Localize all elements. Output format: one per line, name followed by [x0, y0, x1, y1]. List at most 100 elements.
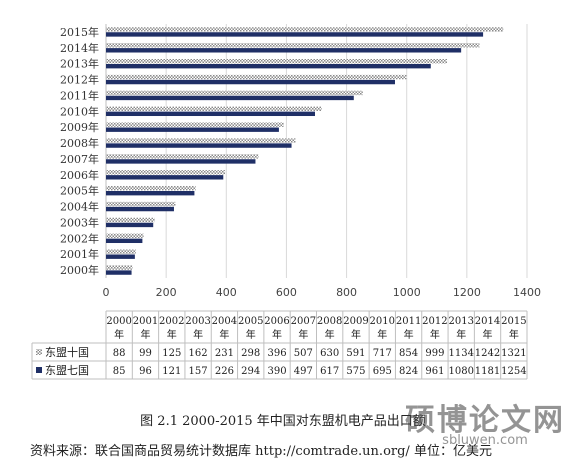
x-tick-label: 800: [336, 286, 357, 299]
x-tick-label: 1000: [393, 286, 421, 299]
table-cell: 1242: [475, 348, 500, 359]
category-label: 2010年: [60, 104, 99, 118]
table-cell: 88: [113, 348, 126, 359]
table-header-unit: 年: [404, 328, 414, 341]
table-header-year: 2007: [291, 316, 316, 327]
table-cell: 854: [399, 348, 418, 359]
watermark-text: 硕博论文网: [405, 403, 565, 438]
bar-东盟十国: [106, 154, 259, 159]
x-tick-label: 1400: [513, 286, 541, 299]
table-cell: 96: [139, 366, 152, 377]
table-header-unit: 年: [509, 328, 519, 341]
data-table: 2000年2001年2002年2003年2004年2005年2006年2007年…: [31, 310, 528, 380]
table-cell: 824: [399, 366, 418, 377]
bar-东盟十国: [106, 122, 284, 127]
table-cell: 396: [267, 348, 286, 359]
table-header-year: 2002: [159, 316, 184, 327]
table-cell: 591: [346, 348, 365, 359]
table-cell: 85: [113, 366, 126, 377]
table-header-unit: 年: [298, 328, 308, 341]
bar-东盟十国: [106, 90, 363, 96]
table-cell: 99: [139, 348, 152, 359]
table-header-year: 2004: [212, 316, 237, 327]
table-cell: 1321: [501, 348, 526, 359]
table-cell: 961: [425, 366, 444, 377]
table-header-unit: 年: [219, 328, 229, 341]
x-tick-label: 0: [103, 286, 110, 299]
table-header-year: 2001: [133, 316, 158, 327]
x-tick-label: 600: [276, 286, 297, 299]
table-cell: 226: [215, 366, 234, 377]
table-header-unit: 年: [325, 328, 335, 341]
legend-swatch: [36, 349, 42, 355]
table-header-unit: 年: [246, 328, 256, 341]
category-label: 2003年: [60, 215, 99, 229]
legend-label: 东盟十国: [45, 345, 89, 359]
table-header-unit: 年: [140, 328, 150, 341]
x-tick-label: 400: [216, 286, 237, 299]
table-header-unit: 年: [456, 328, 466, 341]
table-cell: 1254: [501, 366, 526, 377]
category-label: 2002年: [60, 231, 99, 245]
table-cell: 575: [346, 366, 365, 377]
table-cell: 999: [425, 348, 444, 359]
bar-东盟七国: [106, 159, 256, 164]
bar-东盟七国: [106, 270, 132, 275]
table-cell: 630: [320, 348, 339, 359]
bar-东盟七国: [106, 254, 135, 259]
table-cell: 298: [241, 348, 260, 359]
table-cell: 121: [162, 366, 181, 377]
table-header-year: 2000: [106, 316, 131, 327]
bar-chart: 2000年2001年2002年2003年2004年2005年2006年2007年…: [31, 24, 542, 380]
source-note: 资料来源：联合国商品贸易统计数据库 http://comtrade.un.org…: [30, 444, 492, 459]
table-cell: 294: [241, 366, 260, 377]
bar-东盟十国: [106, 265, 133, 270]
table-cell: 125: [162, 348, 181, 359]
table-cell: 390: [267, 366, 286, 377]
category-label: 2011年: [60, 88, 99, 102]
bar-东盟七国: [106, 222, 154, 228]
category-label: 2004年: [60, 200, 99, 214]
table-cell: 1080: [448, 366, 473, 377]
bar-东盟七国: [106, 175, 224, 180]
bar-东盟七国: [106, 190, 195, 196]
category-label: 2005年: [60, 184, 99, 198]
table-header-year: 2010: [370, 316, 395, 327]
bar-东盟十国: [106, 58, 448, 64]
category-label: 2013年: [60, 57, 99, 71]
table-header-year: 2003: [185, 316, 210, 327]
table-cell: 497: [294, 366, 313, 377]
bar-东盟七国: [106, 143, 292, 148]
bar-东盟十国: [106, 201, 176, 207]
table-header-year: 2008: [317, 316, 342, 327]
x-tick-label: 1200: [453, 286, 481, 299]
table-header-year: 2011: [396, 316, 421, 327]
watermark-url: sbluwen.com: [442, 433, 528, 448]
table-header-unit: 年: [114, 328, 124, 341]
table-cell: 717: [373, 348, 392, 359]
table-header-year: 2012: [422, 316, 447, 327]
table-cell: 1181: [475, 366, 500, 377]
table-header-year: 2014: [475, 316, 500, 327]
category-label: 2001年: [60, 247, 99, 261]
bar-东盟七国: [106, 48, 462, 53]
category-label: 2012年: [60, 73, 99, 87]
bar-东盟七国: [106, 206, 174, 212]
table-cell: 162: [189, 348, 208, 359]
watermark: 硕博论文网 sbluwen.com: [405, 395, 565, 448]
category-label: 2007年: [60, 152, 99, 166]
table-header-year: 2005: [238, 316, 263, 327]
x-axis-ticks: 0 200 400 600 800 1000 1200 1400: [103, 286, 542, 299]
bar-东盟十国: [106, 106, 322, 112]
bar-东盟十国: [106, 233, 144, 239]
bar-东盟十国: [106, 27, 504, 32]
table-header-unit: 年: [351, 328, 361, 341]
bar-东盟七国: [106, 127, 279, 132]
bar-东盟十国: [106, 249, 136, 254]
table-header-year: 2009: [343, 316, 368, 327]
table-cell: 507: [294, 348, 313, 359]
table-header-unit: 年: [167, 328, 177, 341]
x-tick-label: 200: [156, 286, 177, 299]
bar-东盟十国: [106, 138, 296, 143]
bar-东盟七国: [106, 111, 315, 117]
